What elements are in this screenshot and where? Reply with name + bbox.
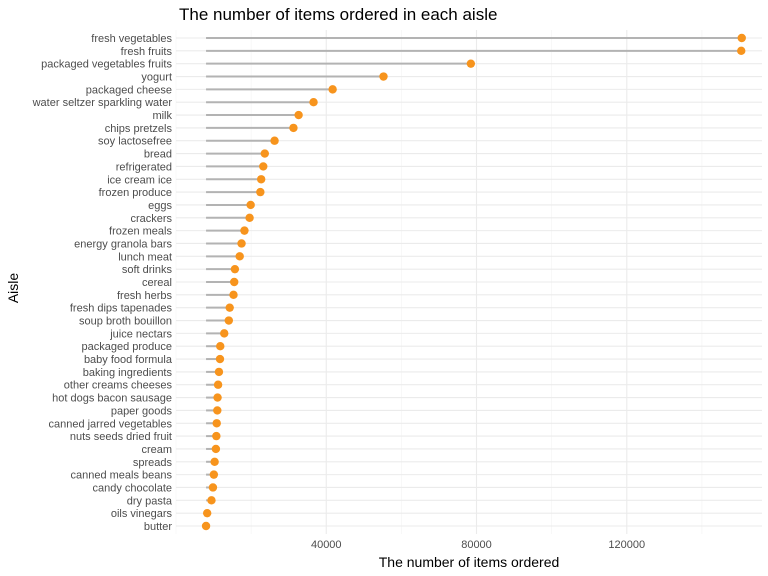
y-tick-label: fresh fruits — [121, 46, 173, 58]
lollipop-point — [213, 406, 222, 415]
lollipop-point — [214, 367, 224, 377]
y-tick-label: fresh herbs — [117, 290, 173, 302]
lollipop-point — [208, 483, 218, 492]
lollipop-point — [737, 46, 746, 56]
y-tick-label: baking ingredients — [83, 367, 173, 379]
lollipop-point — [229, 290, 238, 300]
y-tick-label: baby food formula — [84, 354, 173, 366]
x-tick-label: 40000 — [311, 539, 342, 551]
x-axis-title: The number of items ordered — [379, 554, 560, 570]
y-tick-label: canned meals beans — [70, 470, 172, 482]
y-tick-label: refrigerated — [116, 161, 172, 173]
y-tick-label: paper goods — [111, 405, 173, 417]
y-tick-label: soup broth bouillon — [79, 316, 172, 328]
y-tick-label: yogurt — [141, 72, 172, 84]
lollipop-point — [260, 149, 269, 158]
lollipop-point — [213, 380, 223, 389]
y-tick-label: hot dogs bacon sausage — [52, 393, 172, 405]
y-tick-label: energy granola bars — [74, 238, 172, 250]
lollipop-point — [207, 496, 216, 505]
y-tick-label: dry pasta — [127, 495, 173, 507]
lollipop-point — [201, 521, 211, 531]
y-tick-label: juice nectars — [109, 328, 172, 340]
y-tick-label: butter — [144, 521, 172, 533]
lollipop-point — [230, 264, 240, 274]
lollipop-point — [202, 508, 212, 518]
lollipop-point — [309, 98, 318, 107]
y-tick-label: packaged vegetables fruits — [41, 59, 172, 71]
lollipop-point — [225, 303, 234, 312]
data-marks — [201, 33, 746, 531]
y-axis-title: Aisle — [5, 273, 21, 304]
y-tick-label: packaged cheese — [86, 84, 172, 96]
lollipop-point — [246, 200, 255, 210]
lollipop-point — [235, 252, 244, 261]
lollipop-point — [212, 419, 221, 428]
y-tick-label: frozen meals — [109, 226, 172, 238]
y-tick-label: candy chocolate — [93, 482, 173, 494]
y-tick-label: lunch meat — [118, 251, 172, 263]
lollipop-point — [328, 85, 337, 94]
lollipop-point — [256, 175, 266, 184]
lollipop-point — [240, 226, 249, 235]
lollipop-point — [212, 431, 221, 441]
chart-title: The number of items ordered in each aisl… — [179, 5, 497, 24]
lollipop-point — [215, 354, 225, 364]
lollipop-point — [213, 393, 222, 402]
lollipop-point — [245, 213, 254, 222]
y-tick-label: chips pretzels — [105, 123, 173, 135]
lollipop-point — [216, 342, 225, 351]
lollipop-point — [230, 277, 239, 287]
y-tick-label: water seltzer sparkling water — [32, 97, 173, 109]
lollipop-point — [270, 136, 279, 145]
y-tick-label: milk — [152, 110, 172, 122]
y-tick-label: oils vinegars — [111, 508, 173, 520]
y-tick-label: frozen produce — [99, 187, 172, 199]
lollipop-point — [237, 239, 246, 248]
y-tick-label: ice cream ice — [107, 174, 172, 186]
y-tick-label: spreads — [133, 457, 173, 469]
y-tick-label: cream — [141, 444, 172, 456]
lollipop-point — [256, 187, 265, 197]
lollipop-point — [210, 457, 219, 466]
y-tick-label: canned jarred vegetables — [48, 418, 172, 430]
y-tick-label: fresh dips tapenades — [70, 303, 173, 315]
lollipop-point — [294, 110, 303, 120]
y-tick-label: soft drinks — [122, 264, 173, 276]
lollipop-point — [220, 329, 229, 338]
x-tick-label: 80000 — [461, 539, 492, 551]
lollipop-point — [466, 59, 476, 68]
y-tick-label: packaged produce — [81, 341, 172, 353]
lollipop-point — [209, 470, 219, 479]
y-tick-label: cereal — [142, 277, 172, 289]
lollipop-point — [211, 444, 221, 454]
lollipop-point — [737, 33, 746, 43]
grid-lines — [175, 30, 762, 534]
x-tick-labels: 40000 80000 120000 — [311, 539, 645, 551]
y-tick-label: fresh vegetables — [91, 33, 172, 45]
y-tick-label: soy lactosefree — [98, 136, 172, 148]
y-tick-label: nuts seeds dried fruit — [70, 431, 172, 443]
lollipop-point — [379, 72, 388, 81]
lollipop-point — [224, 316, 234, 325]
y-tick-label: bread — [144, 149, 172, 161]
y-tick-label: crackers — [130, 213, 172, 225]
y-tick-label: other creams cheeses — [64, 380, 173, 392]
lollipop-point — [289, 123, 298, 133]
lollipop-point — [259, 162, 268, 171]
x-tick-label: 120000 — [608, 539, 645, 551]
y-tick-label: eggs — [148, 200, 172, 212]
